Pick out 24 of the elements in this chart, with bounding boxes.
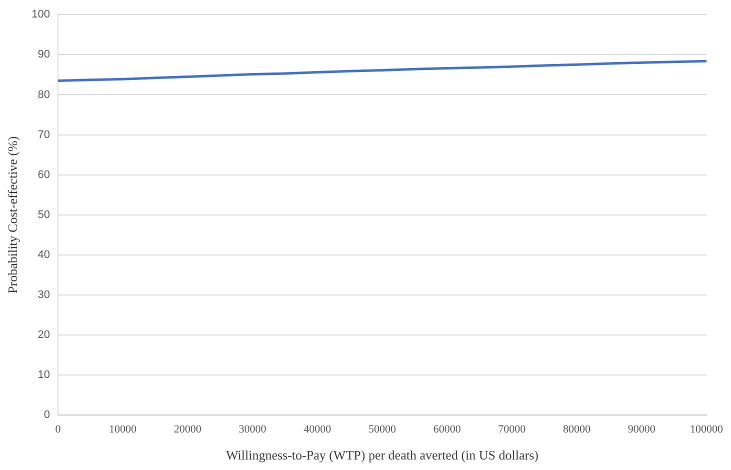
x-tick-label: 50000 [368, 424, 396, 436]
x-tick-label: 30000 [238, 424, 267, 436]
x-tick-label: 40000 [304, 424, 332, 436]
x-tick-label: 60000 [433, 424, 462, 436]
y-tick-label: 70 [38, 128, 50, 141]
y-tick-label: 50 [38, 208, 50, 221]
y-tick-label: 30 [38, 289, 50, 302]
y-tick-label: 100 [32, 8, 50, 21]
x-axis-title: Willingness-to-Pay (WTP) per death averted (in US dollars) [226, 448, 538, 463]
x-tick-label: 100000 [690, 424, 724, 436]
x-tick-label: 80000 [563, 424, 592, 436]
x-tick-label: 20000 [174, 424, 202, 436]
y-tick-label: 90 [38, 48, 50, 61]
y-tick-label: 60 [38, 168, 50, 181]
y-tick-label: 0 [44, 409, 50, 422]
y-tick-label: 10 [38, 369, 50, 382]
y-tick-label: 80 [38, 88, 50, 101]
x-tick-label: 90000 [628, 424, 656, 436]
x-tick-label: 10000 [109, 424, 138, 436]
y-tick-label: 20 [38, 329, 50, 342]
x-tick-label: 0 [55, 424, 62, 436]
y-tick-label: 40 [38, 248, 50, 261]
y-axis-title: Probability Cost-effective (%) [5, 136, 20, 294]
x-tick-label: 70000 [498, 424, 526, 436]
